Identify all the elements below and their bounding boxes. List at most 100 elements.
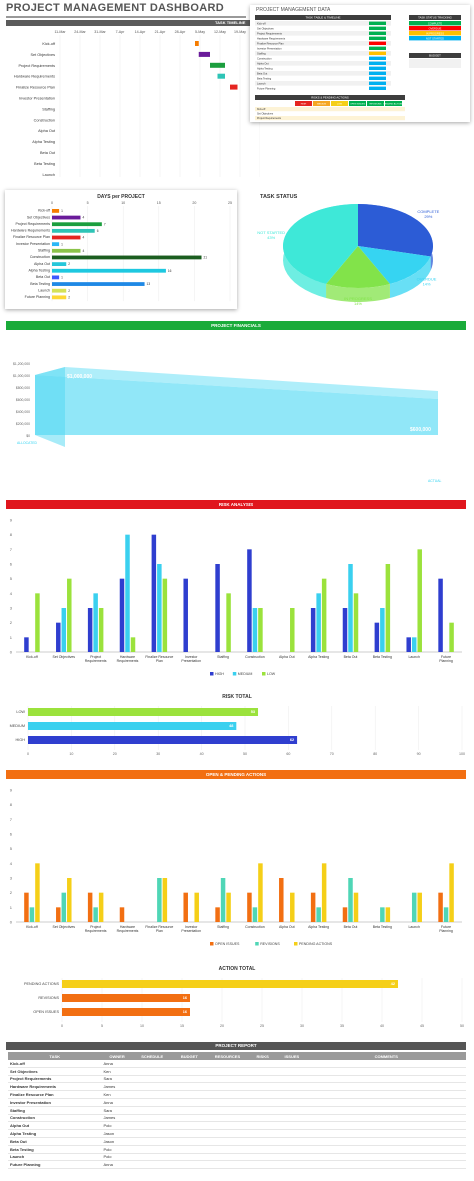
table1-row-task: Kick-off [257,21,266,25]
status-key-chip [409,26,461,31]
timeline-date-label: 14-Apr [135,30,147,34]
project-data-title: PROJECT MANAGEMENT DATA [256,7,331,13]
open-pending-banner-label: OPEN & PENDING ACTIONS [205,772,267,777]
risk-category-label: Alpha Testing [308,655,329,659]
report-task-cell: Launch [8,1153,102,1162]
risk-category-label: Alpha Out [279,655,295,659]
report-cell [306,1098,466,1107]
report-cell [132,1160,172,1170]
open-category-label: Hardware Requirements [117,925,139,933]
pie-slice [283,204,358,285]
report-cell [306,1121,466,1131]
table1-header [255,15,391,20]
report-header-row: TASK OWNER SCHEDULE BUDGET RESOURCES RISKS ISS… [8,1052,466,1060]
days-value-label: 1 [61,242,63,246]
fin-value-label: $1,000,000 [67,374,92,380]
report-cell [206,1129,249,1138]
risk-bar [157,564,162,652]
risktot-tick-label: 100 [459,752,465,756]
table2-header [255,95,405,100]
risk-bar [67,578,72,652]
report-cell [132,1060,172,1068]
open-bar [162,878,168,922]
report-cell [248,1082,278,1092]
open-bar [247,892,252,922]
risk-y-tick: 3 [10,606,13,611]
open-legend-swatch [210,942,214,946]
open-y-tick: 0 [10,920,13,925]
risk-bar [353,593,359,652]
report-cell [206,1090,249,1099]
open-category-label: Alpha Testing [308,925,329,929]
acttot-value-label: 16 [183,1010,187,1014]
report-task-cell: Construction [8,1114,102,1123]
risk-bar [438,578,443,652]
report-cell [248,1153,278,1162]
days-per-project-chart: DAYS per PROJECT 0 5 10 15 20 25 Kick-off 1 Set O… [11,194,232,302]
risktot-tick-label: 40 [200,752,204,756]
acttot-tick-label: 45 [420,1024,424,1028]
open-bar [119,907,125,922]
report-cell [132,1153,172,1162]
risk-y-tick: 9 [10,518,13,523]
risk-legend-swatch [210,672,214,676]
report-cell [277,1098,307,1107]
days-bar [52,222,102,227]
report-cell [248,1129,278,1138]
risk-analysis-chart: 0 1 2 3 4 5 6 7 8 9 Kick-off Set Objectives Project R… [10,518,462,676]
risktot-tick-label: 10 [69,752,73,756]
report-cell [277,1153,307,1162]
open-category-label: Launch [408,925,420,929]
table2-col-label: REVISIONS [370,103,382,105]
table1-row [255,36,391,41]
table2-title: RISKS & PENDING ACTIONS [311,96,349,100]
risk-y-tick: 5 [10,576,13,581]
open-category-label: Finalize Resource Plan [145,925,173,933]
timeline-task-label: Kick-off [42,42,56,46]
acttot-tick-label: 35 [340,1024,344,1028]
table1-row-status [369,56,386,60]
open-category-label: Beta Testing [373,925,392,929]
risk-bar [406,637,411,652]
report-col-header: COMMENTS [306,1052,466,1060]
table1-row-task: Launch [257,81,266,85]
risk-category-label: Kick-off [26,655,38,659]
pie-title: TASK STATUS [260,194,298,200]
table1-row [255,31,391,36]
pie-slice-label: COMPLETE 29% [417,209,439,219]
risktot-category-label: LOW [16,710,25,714]
fin-area-front [35,375,438,435]
risk-bar [252,608,258,652]
risktot-tick-label: 60 [286,752,290,756]
table1-row-task: Staffing [257,51,266,55]
report-cell [306,1129,466,1138]
days-value-label: 16 [168,269,172,273]
open-bar [438,892,443,922]
fin-y-tick: $0 [26,434,30,438]
open-y-tick: 3 [10,876,13,881]
days-bar [52,295,67,300]
report-cell [206,1082,249,1092]
report-row: Finalize Resource Plan Ken [8,1090,466,1099]
risk-bar [162,578,168,652]
timeline-task-label: Finalize Resource Plan [16,86,55,90]
open-bar [226,892,231,922]
report-col-header: RISKS [248,1052,278,1060]
report-cell [206,1114,249,1123]
report-cell [248,1145,278,1154]
timeline-task-label: Beta Testing [34,162,55,166]
risk-legend-swatch [232,672,237,676]
report-cell [206,1106,249,1115]
open-pending-banner [6,770,466,779]
days-value-label: 2 [68,289,70,293]
report-row: Alpha Testing Jason [8,1129,466,1138]
risk-bar [310,608,316,652]
report-cell [171,1145,207,1154]
days-chart-title: DAYS per PROJECT [97,194,145,200]
open-category-label: Construction [245,925,265,929]
acttot-bar [62,1008,190,1016]
days-tick-label: 5 [87,201,89,205]
timeline-task-label: Beta Out [40,151,56,155]
risk-bar [130,637,136,652]
